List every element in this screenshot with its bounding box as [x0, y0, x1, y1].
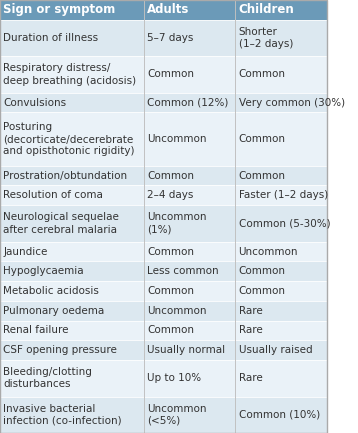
- Text: Common: Common: [238, 266, 286, 276]
- Text: Hypoglycaemia: Hypoglycaemia: [3, 266, 84, 276]
- Bar: [235, 0, 327, 20]
- Text: Common: Common: [147, 246, 194, 256]
- Bar: [0, 0, 144, 20]
- Bar: [0, 397, 144, 433]
- Text: Less common: Less common: [147, 266, 219, 276]
- Text: Common: Common: [147, 69, 194, 80]
- Bar: [144, 20, 235, 56]
- Text: Prostration/obtundation: Prostration/obtundation: [3, 171, 127, 181]
- Bar: [235, 281, 327, 301]
- Text: CSF opening pressure: CSF opening pressure: [3, 345, 117, 355]
- Bar: [144, 0, 235, 20]
- Bar: [144, 397, 235, 433]
- Text: Rare: Rare: [238, 373, 262, 383]
- Text: Common: Common: [238, 171, 286, 181]
- Bar: [0, 320, 144, 340]
- Bar: [144, 262, 235, 281]
- Bar: [0, 281, 144, 301]
- Text: Common: Common: [238, 69, 286, 80]
- Text: Jaundice: Jaundice: [3, 246, 48, 256]
- Text: Neurological sequelae
after cerebral malaria: Neurological sequelae after cerebral mal…: [3, 212, 119, 235]
- Text: Common (5-30%): Common (5-30%): [238, 218, 330, 228]
- Text: Usually normal: Usually normal: [147, 345, 225, 355]
- Text: Invasive bacterial
infection (co-infection): Invasive bacterial infection (co-infecti…: [3, 404, 122, 426]
- Bar: [0, 166, 144, 185]
- Text: Sign or symptom: Sign or symptom: [3, 3, 116, 16]
- Bar: [144, 301, 235, 320]
- Bar: [0, 20, 144, 56]
- Bar: [0, 242, 144, 262]
- Bar: [144, 113, 235, 166]
- Bar: [0, 301, 144, 320]
- Text: Pulmonary oedema: Pulmonary oedema: [3, 306, 105, 316]
- Text: Children: Children: [238, 3, 294, 16]
- Bar: [0, 360, 144, 397]
- Text: Convulsions: Convulsions: [3, 97, 66, 107]
- Bar: [235, 397, 327, 433]
- Text: Resolution of coma: Resolution of coma: [3, 190, 103, 200]
- Bar: [235, 185, 327, 205]
- Bar: [144, 166, 235, 185]
- Bar: [235, 166, 327, 185]
- Text: 2–4 days: 2–4 days: [147, 190, 193, 200]
- Bar: [0, 56, 144, 93]
- Text: Usually raised: Usually raised: [238, 345, 312, 355]
- Bar: [235, 56, 327, 93]
- Bar: [235, 113, 327, 166]
- Bar: [0, 185, 144, 205]
- Text: Common: Common: [147, 326, 194, 336]
- Text: Common: Common: [147, 171, 194, 181]
- Text: Uncommon: Uncommon: [238, 246, 298, 256]
- Text: Adults: Adults: [147, 3, 189, 16]
- Text: Common: Common: [238, 286, 286, 296]
- Text: Faster (1–2 days): Faster (1–2 days): [238, 190, 328, 200]
- Bar: [144, 56, 235, 93]
- Bar: [235, 205, 327, 242]
- Bar: [144, 185, 235, 205]
- Bar: [0, 205, 144, 242]
- Text: Very common (30%): Very common (30%): [238, 97, 345, 107]
- Text: Rare: Rare: [238, 306, 262, 316]
- Bar: [0, 262, 144, 281]
- Bar: [235, 340, 327, 360]
- Bar: [144, 320, 235, 340]
- Bar: [144, 281, 235, 301]
- Text: Uncommon: Uncommon: [147, 134, 207, 144]
- Text: Up to 10%: Up to 10%: [147, 373, 201, 383]
- Text: Bleeding/clotting
disturbances: Bleeding/clotting disturbances: [3, 367, 92, 389]
- Bar: [144, 205, 235, 242]
- Bar: [235, 242, 327, 262]
- Bar: [0, 113, 144, 166]
- Text: Respiratory distress/
deep breathing (acidosis): Respiratory distress/ deep breathing (ac…: [3, 63, 136, 86]
- Text: Common (12%): Common (12%): [147, 97, 228, 107]
- Text: Common: Common: [147, 286, 194, 296]
- Text: Uncommon
(<5%): Uncommon (<5%): [147, 404, 207, 426]
- Bar: [0, 93, 144, 113]
- Text: Rare: Rare: [238, 326, 262, 336]
- Text: Metabolic acidosis: Metabolic acidosis: [3, 286, 99, 296]
- Text: Common (10%): Common (10%): [238, 410, 320, 420]
- Text: Uncommon
(1%): Uncommon (1%): [147, 212, 207, 235]
- Text: Uncommon: Uncommon: [147, 306, 207, 316]
- Bar: [235, 360, 327, 397]
- Text: Common: Common: [238, 134, 286, 144]
- Bar: [144, 242, 235, 262]
- Bar: [0, 340, 144, 360]
- Text: Posturing
(decorticate/decerebrate
and opisthotonic rigidity): Posturing (decorticate/decerebrate and o…: [3, 122, 135, 156]
- Text: Shorter
(1–2 days): Shorter (1–2 days): [238, 27, 293, 49]
- Bar: [144, 340, 235, 360]
- Bar: [235, 93, 327, 113]
- Bar: [144, 93, 235, 113]
- Text: Renal failure: Renal failure: [3, 326, 69, 336]
- Bar: [235, 20, 327, 56]
- Text: 5–7 days: 5–7 days: [147, 33, 193, 43]
- Text: Duration of illness: Duration of illness: [3, 33, 98, 43]
- Bar: [235, 301, 327, 320]
- Bar: [144, 360, 235, 397]
- Bar: [235, 262, 327, 281]
- Bar: [235, 320, 327, 340]
